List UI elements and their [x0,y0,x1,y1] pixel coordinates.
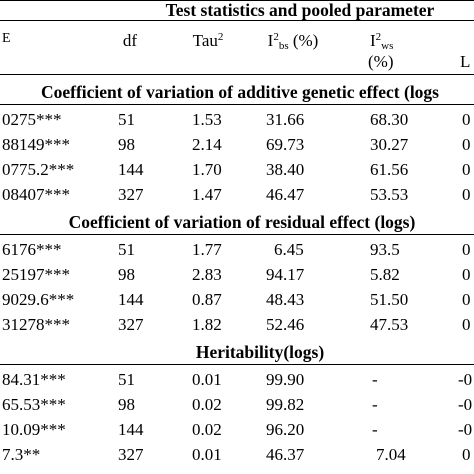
q-cell: 10.09*** [2,420,66,439]
i2ws-cell: 7.04 [376,445,406,464]
tau-cell: 2.14 [192,135,222,154]
tau-cell: 1.77 [192,240,222,259]
q-cell: 65.53*** [2,395,66,414]
last-cell: -0 [458,420,473,439]
col-header-last: L [460,52,471,71]
q-cell: 25197*** [2,265,70,284]
i2bs-cell: 46.47 [266,185,305,204]
i2ws-base: I [370,31,376,50]
section-title-heritability: Heritability(logs) [195,342,325,362]
df-cell: 98 [118,265,135,284]
tau-cell: 2.83 [192,265,222,284]
header-rule [0,20,474,21]
section-title-additive: Coefficient of variation of additive gen… [40,82,439,102]
tau-cell: 0.01 [192,370,222,389]
i2ws-cell: - [372,370,378,389]
section-title-residual: Coefficient of variation of residual eff… [68,212,416,232]
q-cell: 0775.2*** [2,160,75,179]
i2ws-sub: ws [381,40,394,52]
tau-cell: 0.01 [192,445,222,464]
df-cell: 327 [118,445,144,464]
df-cell: 144 [118,160,144,179]
i2ws-sup: 2 [375,31,382,43]
i2bs-sub: bs [278,40,289,52]
tau-cell: 1.47 [192,185,222,204]
col-header-df: df [122,31,138,50]
col-header-tau: Tau2 [178,31,238,50]
last-cell: -0 [458,370,473,389]
q-cell: 0275*** [2,110,62,129]
i2ws-cell: 30.27 [370,135,409,154]
df-cell: 144 [118,420,144,439]
i2bs-cell: 38.40 [266,160,305,179]
i2ws-cell: 61.56 [370,160,409,179]
i2bs-cell: 99.90 [266,370,305,389]
col-header-i2bs: I2bs (%) [248,31,338,52]
i2bs-cell: 99.82 [266,395,305,414]
section-rule-residual [0,234,474,235]
i2ws-cell: 93.5 [370,240,400,259]
q-cell: 08407*** [2,185,70,204]
i2bs-cell: 94.17 [266,265,305,284]
df-cell: 144 [118,290,144,309]
last-cell: 0 [462,135,471,154]
last-cell: 0 [462,185,471,204]
i2bs-cell: 48.43 [266,290,305,309]
section-rule-additive [0,104,474,105]
col-header-i2ws: I2ws [370,31,394,52]
q-cell: 9029.6*** [2,290,75,309]
last-cell: 0 [462,290,471,309]
df-cell: 51 [118,240,135,259]
i2bs-cell: 46.37 [266,445,305,464]
i2ws-cell: 5.82 [370,265,400,284]
tau-cell: 0.87 [192,290,222,309]
i2bs-cell: 96.20 [266,420,305,439]
last-cell: 0 [462,240,471,259]
tau-sup: 2 [217,31,224,43]
df-cell: 98 [118,135,135,154]
i2bs-sup: 2 [273,31,279,43]
i2ws-cell: - [372,395,378,414]
i2bs-unit: (%) [288,31,319,50]
tau-cell: 1.53 [192,110,222,129]
q-cell: 84.31*** [2,370,66,389]
i2ws-cell: 68.30 [370,110,409,129]
i2bs-base: I [267,31,274,50]
q-cell: 7.3** [2,445,41,464]
df-cell: 327 [118,185,144,204]
i2ws-cell: 53.53 [370,185,409,204]
last-cell: 0 [462,160,471,179]
tau-cell: 1.82 [192,315,222,334]
tau-cell: 0.02 [192,395,222,414]
q-cell: 31278*** [2,315,70,334]
i2bs-cell: 31.66 [266,110,305,129]
tau-cell: 0.02 [192,420,222,439]
header-bottom-rule [0,74,474,75]
tau-base: Tau [192,31,218,50]
df-cell: 51 [118,370,135,389]
top-rule [0,0,474,1]
df-cell: 98 [118,395,135,414]
last-cell: 0 [462,445,471,464]
col-header-i2ws-unit: (%) [368,52,394,71]
col-header-q: E [2,31,11,46]
i2ws-cell: 47.53 [370,315,409,334]
i2bs-cell: 6.45 [274,240,304,259]
last-cell: 0 [462,265,471,284]
df-cell: 327 [118,315,144,334]
q-cell: 88149*** [2,135,70,154]
last-cell: -0 [458,395,473,414]
i2bs-cell: 69.73 [266,135,305,154]
super-title: Test statistics and pooled parameter [165,0,435,20]
i2ws-cell: 51.50 [370,290,409,309]
q-cell: 6176*** [2,240,62,259]
last-cell: 0 [462,315,471,334]
last-cell: 0 [462,110,471,129]
section-rule-heritability [0,364,474,365]
i2bs-cell: 52.46 [266,315,305,334]
i2ws-cell: - [372,420,378,439]
tau-cell: 1.70 [192,160,222,179]
df-cell: 51 [118,110,135,129]
